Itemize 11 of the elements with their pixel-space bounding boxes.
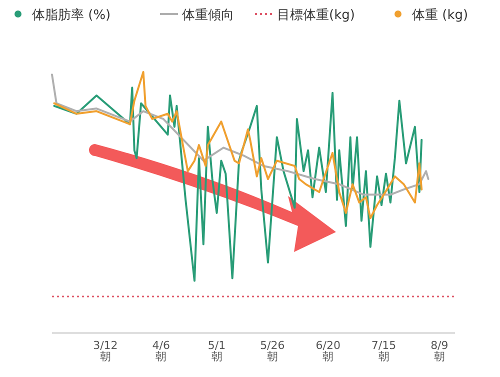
x-tick-label: 5/26 朝 [260,339,285,363]
legend-label: 体脂肪率 (%) [32,7,111,23]
legend-label: 体重傾向 [182,8,234,23]
x-tick-label: 3/12 朝 [93,339,118,363]
legend-label: 体重 (kg) [412,8,468,23]
x-tick-label: 5/1 朝 [208,339,226,363]
x-tick-label: 6/20 朝 [316,339,340,363]
x-tick-label: 4/6 朝 [152,339,170,363]
x-tick-label: 8/9 朝 [430,339,448,363]
x-tick-label: 7/15 朝 [371,339,396,363]
legend-label: 目標体重(kg) [277,8,355,23]
